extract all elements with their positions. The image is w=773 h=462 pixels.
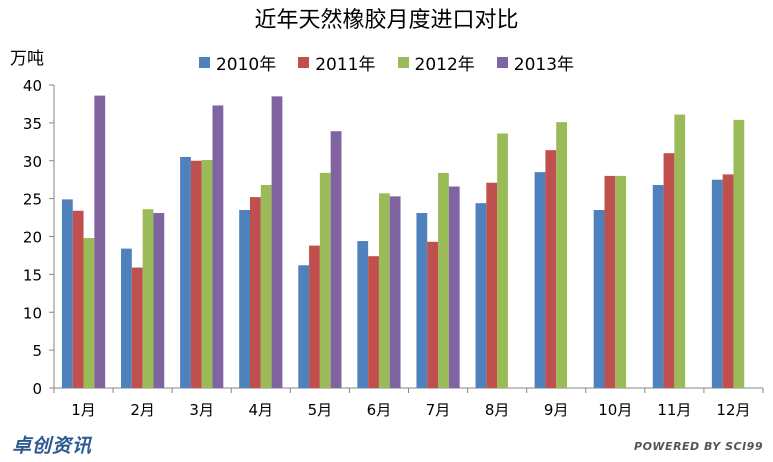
bar-2012年-4月 (260, 184, 272, 388)
legend-label: 2010年 (215, 55, 277, 75)
legend: 2010年 2011年 2012年 2013年 (0, 50, 773, 75)
y-tick-label: 5 (32, 342, 42, 360)
bar-2011年-4月 (249, 197, 261, 388)
y-tick-label: 0 (32, 380, 42, 398)
bar-2013年-3月 (212, 105, 224, 388)
bar-2010年-3月 (180, 156, 191, 388)
x-tick-label: 8月 (485, 401, 510, 419)
legend-item: 2012年 (397, 50, 475, 75)
y-tick-label: 40 (23, 77, 42, 95)
bar-2011年-12月 (722, 174, 734, 388)
x-tick-label: 2月 (130, 401, 155, 419)
x-tick-label: 9月 (544, 401, 569, 419)
chart-title: 近年天然橡胶月度进口对比 (254, 8, 519, 33)
y-tick-label: 25 (23, 191, 42, 209)
bar-2011年-8月 (486, 182, 498, 388)
y-tick-label: 30 (23, 153, 42, 171)
bar-2010年-11月 (652, 184, 664, 388)
legend-item: 2010年 (198, 50, 277, 75)
bar-2010年-6月 (357, 241, 369, 388)
y-tick-label: 35 (23, 115, 42, 133)
bar-2010年-2月 (121, 248, 132, 388)
x-tick-label: 7月 (426, 401, 451, 419)
bar-2011年-11月 (663, 153, 675, 388)
bar-2010年-8月 (475, 203, 487, 388)
bar-2010年-1月 (61, 199, 73, 388)
legend-label: 2012年 (414, 55, 475, 75)
bar-2013年-6月 (389, 196, 401, 388)
x-tick-label: 6月 (367, 401, 392, 419)
legend-swatch (298, 57, 310, 68)
x-tick-label: 3月 (189, 401, 214, 419)
x-tick-label: 1月 (71, 401, 96, 419)
x-tick-label: 4月 (249, 401, 274, 419)
bar-2013年-2月 (153, 213, 165, 388)
bar-2011年-5月 (309, 245, 320, 388)
bar-2012年-10月 (615, 175, 627, 388)
y-tick-label: 10 (23, 304, 42, 322)
bar-2012年-12月 (733, 119, 745, 388)
bar-2010年-9月 (534, 172, 546, 388)
bar-2011年-2月 (131, 267, 143, 388)
bar-2011年-7月 (427, 241, 439, 388)
bar-2010年-10月 (593, 209, 605, 388)
bar-2010年-5月 (298, 265, 310, 388)
bar-2012年-8月 (497, 133, 508, 388)
bar-2011年-9月 (545, 150, 557, 388)
bar-2012年-2月 (142, 209, 154, 388)
brand-logo: 卓创资讯 (12, 435, 93, 457)
bar-2012年-5月 (319, 172, 331, 388)
bar-2012年-3月 (201, 159, 213, 388)
legend-label: 2011年 (315, 55, 376, 75)
bar-2012年-9月 (556, 122, 568, 389)
x-tick-label: 11月 (657, 401, 691, 419)
bar-2012年-6月 (378, 193, 390, 388)
y-axis-unit-label: 万吨 (10, 49, 44, 69)
bar-2013年-7月 (448, 186, 460, 388)
legend-swatch (496, 57, 508, 68)
legend-swatch (397, 57, 409, 68)
y-tick-label: 15 (23, 266, 42, 284)
bar-2010年-12月 (711, 179, 723, 388)
bar-2013年-5月 (330, 131, 342, 388)
bar-2012年-7月 (438, 172, 449, 388)
y-tick-label: 20 (23, 229, 42, 247)
x-tick-label: 5月 (308, 401, 333, 419)
bar-2011年-10月 (604, 175, 616, 388)
bar-2013年-4月 (271, 96, 283, 389)
bar-2012年-11月 (674, 114, 686, 388)
legend-item: 2013年 (496, 50, 575, 75)
bar-2011年-3月 (190, 160, 202, 388)
x-tick-label: 12月 (716, 401, 750, 419)
legend-item: 2011年 (298, 50, 376, 75)
legend-label: 2013年 (513, 55, 575, 75)
bar-2011年-6月 (368, 256, 379, 388)
bar-2010年-4月 (239, 209, 250, 388)
bar-2012年-1月 (83, 238, 95, 388)
bar-2010年-7月 (416, 213, 428, 388)
powered-by-text: POWERED BY SCI99 (634, 440, 763, 453)
bar-2011年-1月 (72, 210, 84, 388)
x-tick-label: 10月 (598, 401, 632, 419)
legend-swatch (198, 57, 210, 68)
bar-2013年-1月 (94, 95, 106, 388)
